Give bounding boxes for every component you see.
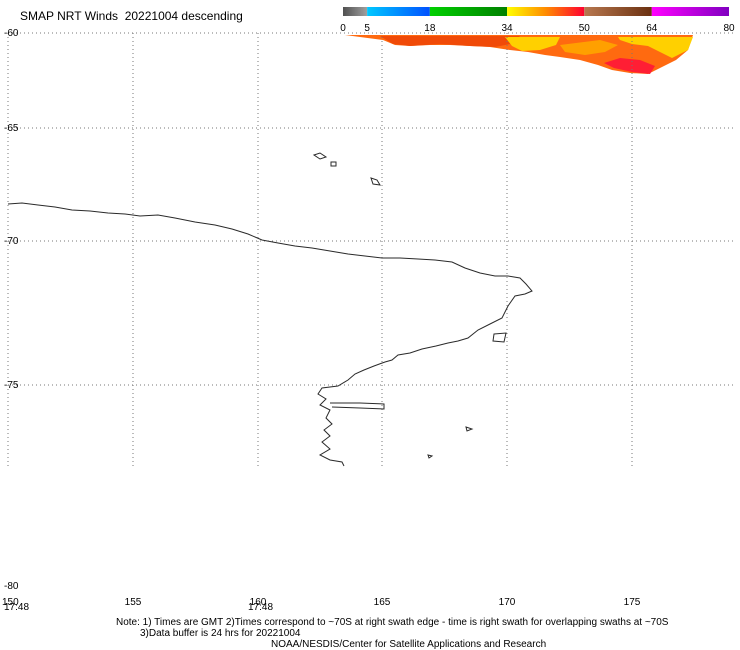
wind-swath-red (604, 58, 655, 74)
wind-swath (345, 35, 693, 74)
wind-swath-darkorange (380, 36, 520, 47)
lon-label: 150 (2, 597, 19, 608)
lon-label: 175 (624, 597, 641, 608)
lat-label: -65 (4, 123, 19, 134)
colorbar-segment (367, 7, 430, 16)
lat-label: -75 (4, 380, 19, 391)
lon-label: 160 (250, 597, 267, 608)
colorbar-tick-label: 0 (340, 23, 346, 34)
wind-swath-gold (560, 40, 618, 55)
colorbar-segment (584, 7, 652, 16)
colorbar-segment (651, 7, 729, 16)
lon-label: 155 (125, 597, 142, 608)
time-label: 17:48 (248, 602, 273, 613)
wind-speed-colorbar: 0 5 18 34 50 64 80 (340, 7, 735, 34)
colorbar-tick-label: 64 (646, 23, 658, 34)
lat-label: -60 (4, 28, 19, 39)
map-grid (7, 32, 735, 466)
colorbar-tick-label: 5 (364, 23, 370, 34)
coastline-inlet (492, 332, 507, 343)
island-4 (465, 426, 474, 432)
lon-label: 165 (374, 597, 391, 608)
note-line-2: 3)Data buffer is 24 hrs for 20221004 (140, 628, 301, 639)
island-2 (330, 161, 337, 167)
colorbar-segment (429, 7, 508, 16)
coastline-main (7, 202, 533, 467)
note-line-1: Note: 1) Times are GMT 2)Times correspon… (116, 617, 669, 628)
colorbar-tick-label: 80 (723, 23, 735, 34)
colorbar-segment (507, 7, 585, 16)
island-1 (312, 152, 328, 160)
colorbar-tick-label: 50 (579, 23, 591, 34)
colorbar-tick-label: 34 (501, 23, 513, 34)
colorbar-segment (343, 7, 368, 16)
note-line-3: NOAA/NESDIS/Center for Satellite Applica… (271, 639, 547, 650)
coastline-ice-tongue (330, 402, 385, 410)
time-label: 17:48 (4, 602, 29, 613)
map-title: SMAP NRT Winds 20221004 descending (20, 9, 243, 23)
antarctic-coastline (7, 152, 533, 467)
lat-label: -70 (4, 236, 19, 247)
lon-label: 170 (499, 597, 516, 608)
island-3 (370, 177, 381, 186)
island-5 (427, 454, 434, 459)
wind-swath-yellow-right (618, 37, 693, 58)
wind-swath-yellow-left (505, 37, 560, 51)
colorbar-tick-label: 18 (424, 23, 436, 34)
lat-label: -80 (4, 581, 19, 592)
